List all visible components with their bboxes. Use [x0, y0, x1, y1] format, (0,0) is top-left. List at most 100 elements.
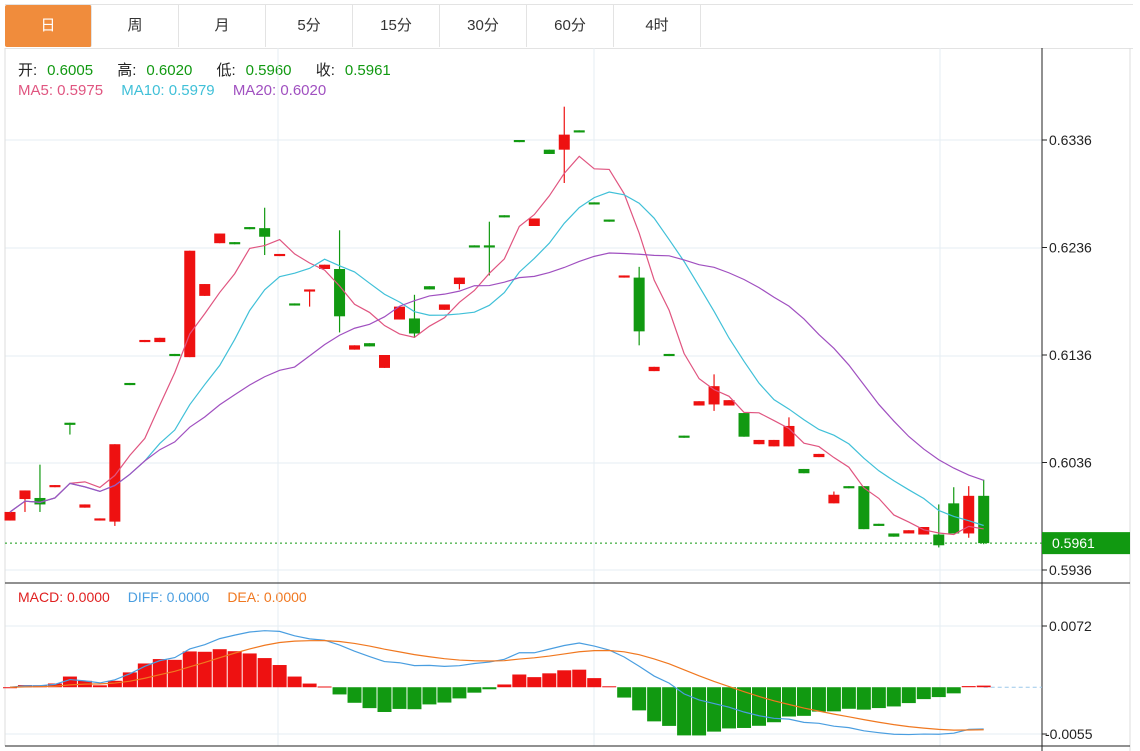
candle-up [828, 494, 840, 504]
macd-histogram-bar [482, 687, 497, 690]
last-price-label: 0.5961 [1052, 535, 1095, 551]
candle-up [49, 485, 61, 488]
macd-histogram-bar [602, 686, 617, 688]
macd-histogram-bar [407, 687, 422, 710]
ma20-legend: MA20: 0.6020 [232, 82, 327, 99]
macd-histogram-bar [752, 687, 766, 726]
candle-down [603, 219, 615, 222]
candle-down [678, 435, 690, 438]
macd-histogram-bar [512, 674, 527, 688]
macd-histogram-bar [662, 687, 677, 726]
candle-down [798, 468, 810, 474]
macd-histogram-bar [167, 659, 182, 688]
macd-histogram-bar [946, 687, 961, 694]
macd-tick-label: 0.0072 [1049, 618, 1092, 634]
candle-down [244, 227, 256, 230]
candle-down [858, 486, 870, 530]
low-value: 0.5960 [245, 62, 292, 79]
tab-3[interactable]: 5分 [266, 5, 353, 47]
candle-down [229, 242, 241, 245]
tab-4[interactable]: 15分 [353, 5, 440, 47]
ma10-legend: MA10: 0.5979 [121, 82, 215, 99]
ma-legend: MA5: 0.5975 MA10: 0.5979 MA20: 0.6020 [18, 82, 336, 99]
ma5-line [9, 155, 984, 536]
candle-down [34, 497, 46, 505]
candle-down [483, 245, 495, 248]
tab-7[interactable]: 4时 [614, 5, 701, 47]
high-label: 高: [117, 62, 137, 79]
candle-down [289, 303, 301, 306]
macd-histogram-bar [766, 687, 781, 723]
macd-histogram-bar [62, 676, 77, 688]
candle-up [94, 518, 106, 521]
macd-histogram-bar [961, 686, 976, 688]
candle-up [723, 400, 735, 406]
candle-up [154, 337, 166, 343]
candle-down [498, 215, 510, 218]
macd-histogram-bar [242, 653, 257, 688]
price-tick-label: 0.6336 [1049, 132, 1092, 148]
candle-down [663, 353, 675, 357]
ohlc-legend: 开: 0.6005 高: 0.6020 低: 0.5960 收: 0.5961 [18, 59, 411, 80]
candle-up [79, 504, 91, 508]
macd-histogram-bar [722, 687, 737, 729]
candle-up [753, 439, 765, 445]
macd-histogram-bar [781, 687, 796, 717]
candle-up [783, 425, 795, 447]
macd-histogram-bar [362, 687, 377, 709]
candle-down [633, 277, 645, 332]
candle-down [843, 486, 855, 489]
candle-up [199, 284, 211, 296]
candle-down [543, 149, 555, 154]
candle-up [184, 250, 196, 358]
open-label: 开: [18, 62, 38, 79]
macd-legend: MACD: 0.0000 DIFF: 0.0000 DEA: 0.0000 [18, 589, 317, 605]
candle-down [124, 382, 136, 386]
macd-histogram-bar [3, 687, 17, 689]
macd-histogram-bar [197, 651, 212, 688]
candle-up [813, 453, 825, 458]
macd-histogram-bar [272, 665, 287, 688]
tab-2[interactable]: 月 [179, 5, 266, 47]
macd-histogram-bar [841, 687, 856, 709]
macd-histogram-bar [107, 680, 122, 688]
macd-histogram-bar [707, 687, 722, 732]
macd-histogram-bar [632, 687, 647, 711]
macd-histogram-bar [557, 670, 572, 688]
macd-histogram-bar [347, 687, 362, 703]
macd-histogram-bar [302, 683, 317, 688]
macd-histogram-bar [452, 687, 467, 699]
candle-up [528, 218, 540, 226]
high-value: 0.6020 [146, 62, 193, 79]
ma10-line [9, 191, 984, 527]
candle-up [453, 277, 465, 285]
macd-tick-label: -0.0055 [1045, 726, 1093, 742]
macd-histogram-bar [377, 687, 392, 712]
macd-histogram-bar [677, 687, 692, 736]
candle-down [513, 140, 525, 143]
macd-histogram-bar [332, 687, 347, 695]
candle-down [364, 343, 376, 347]
macd-histogram-bar [437, 687, 452, 703]
tab-0[interactable]: 日 [5, 5, 92, 47]
candle-down [978, 495, 990, 544]
candle-down [933, 534, 945, 546]
candle-down [588, 202, 600, 205]
tab-1[interactable]: 周 [92, 5, 179, 47]
macd-histogram-bar [931, 687, 946, 698]
macd-histogram-bar [587, 678, 602, 688]
macd-histogram-bar [916, 687, 931, 700]
macd-histogram-bar [152, 659, 167, 688]
tab-6[interactable]: 60分 [527, 5, 614, 47]
candle-down [259, 228, 271, 237]
close-label: 收: [315, 62, 335, 79]
tab-5[interactable]: 30分 [440, 5, 527, 47]
candle-down [408, 318, 420, 334]
candle-up [963, 495, 975, 534]
diff-legend-value: DIFF: 0.0000 [127, 589, 210, 605]
macd-histogram-bar [122, 672, 137, 688]
macd-histogram-bar [692, 687, 707, 736]
macd-histogram-bar [886, 687, 901, 707]
